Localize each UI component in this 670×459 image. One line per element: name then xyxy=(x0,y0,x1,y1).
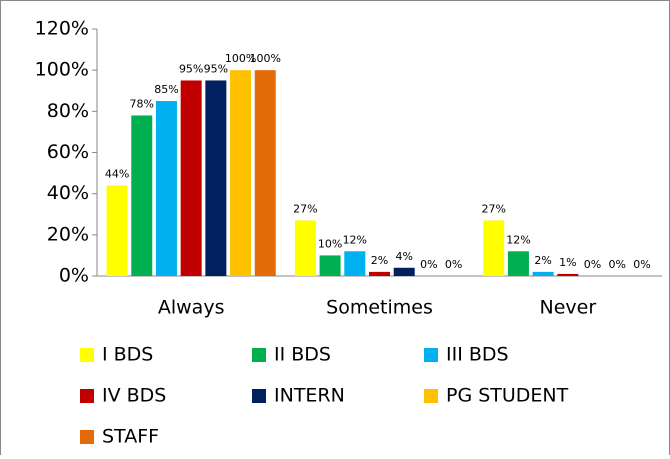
legend-swatch xyxy=(424,348,438,362)
legend-label: II BDS xyxy=(274,344,331,366)
data-label: 12% xyxy=(343,233,367,246)
y-tick-label: 20% xyxy=(47,223,89,245)
bar xyxy=(106,185,128,276)
legend-label: INTERN xyxy=(274,385,345,407)
legend-swatch xyxy=(80,389,94,403)
data-label: 10% xyxy=(318,237,342,250)
data-label: 2% xyxy=(371,254,388,267)
bar xyxy=(131,115,153,276)
y-tick-label: 80% xyxy=(47,100,89,122)
y-tick-label: 40% xyxy=(47,182,89,204)
data-label: 78% xyxy=(130,97,154,110)
bar xyxy=(483,220,505,276)
data-label: 0% xyxy=(420,258,437,271)
data-label: 100% xyxy=(250,52,281,65)
bar xyxy=(254,70,276,277)
y-tick-label: 0% xyxy=(59,265,89,287)
bar xyxy=(369,271,390,276)
x-tick-label: Sometimes xyxy=(326,297,433,319)
y-tick-label: 60% xyxy=(47,141,89,163)
x-tick-label: Never xyxy=(540,297,597,319)
bar xyxy=(319,255,341,276)
data-label: 27% xyxy=(482,202,506,215)
legend-label: IV BDS xyxy=(102,385,166,407)
bar xyxy=(205,80,227,276)
data-label: 0% xyxy=(609,258,626,271)
data-label: 0% xyxy=(584,258,601,271)
data-label: 95% xyxy=(179,62,203,75)
y-tick-label: 120% xyxy=(35,18,89,40)
data-label: 4% xyxy=(395,250,412,263)
bar xyxy=(155,101,177,277)
bar xyxy=(344,251,366,276)
legend-label: I BDS xyxy=(102,344,153,366)
bar xyxy=(393,267,415,276)
legend-label: III BDS xyxy=(446,344,509,366)
bar xyxy=(230,70,252,277)
data-label: 0% xyxy=(445,258,462,271)
data-label: 0% xyxy=(633,258,650,271)
data-label: 12% xyxy=(506,233,530,246)
legend-swatch xyxy=(80,348,94,362)
bar xyxy=(532,271,554,276)
data-label: 95% xyxy=(204,62,228,75)
legend-swatch xyxy=(252,389,266,403)
data-label: 2% xyxy=(534,254,551,267)
data-label: 100% xyxy=(225,52,256,65)
bar xyxy=(180,80,202,276)
bar xyxy=(557,273,579,276)
legend-label: STAFF xyxy=(102,426,159,448)
legend-label: PG STUDENT xyxy=(446,385,569,407)
legend-swatch xyxy=(252,348,266,362)
legend-swatch xyxy=(424,389,438,403)
data-label: 44% xyxy=(105,167,129,180)
data-label: 85% xyxy=(154,83,178,96)
y-tick-label: 100% xyxy=(35,59,89,81)
bar xyxy=(507,251,529,276)
bar xyxy=(294,220,316,276)
data-label: 1% xyxy=(559,256,576,269)
x-tick-label: Always xyxy=(158,297,225,319)
legend-swatch xyxy=(80,430,94,444)
data-label: 27% xyxy=(293,202,317,215)
